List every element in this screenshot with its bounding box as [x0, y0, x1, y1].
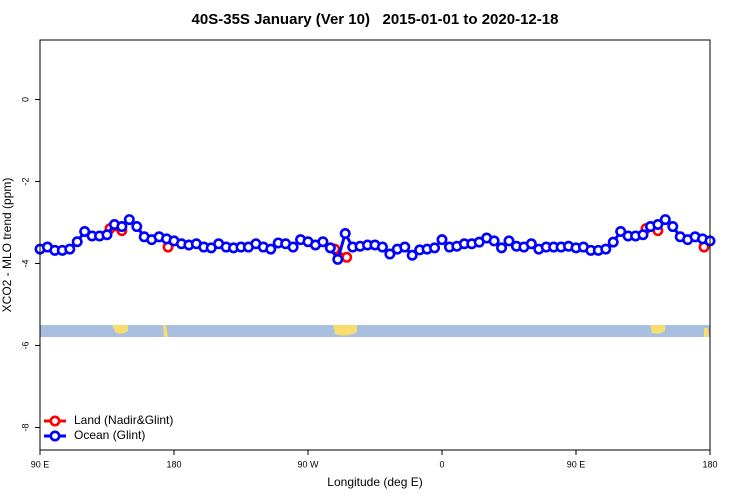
point — [131, 221, 143, 233]
point — [503, 235, 515, 247]
y-axis-label: XCO2 - MLO trend (ppm) — [0, 178, 14, 313]
point — [652, 219, 664, 231]
y-tick-label: -2 — [20, 177, 30, 185]
point — [399, 241, 411, 253]
point — [101, 229, 113, 241]
legend-marker — [49, 415, 61, 427]
y-tick-label: -6 — [20, 341, 30, 349]
point — [287, 241, 299, 253]
plot-frame — [39, 39, 711, 451]
point — [332, 253, 344, 265]
point — [64, 243, 76, 255]
point — [116, 221, 128, 233]
point — [667, 221, 679, 233]
point — [317, 236, 329, 248]
point — [123, 214, 135, 226]
point — [600, 243, 612, 255]
legend-label: Land (Nadir&Glint) — [74, 413, 173, 427]
point — [436, 234, 448, 246]
point — [265, 243, 277, 255]
point — [341, 251, 353, 263]
chart-title: 40S-35S January (Ver 10) 2015-01-01 to 2… — [192, 11, 559, 28]
point — [615, 225, 627, 237]
point — [488, 235, 500, 247]
point — [659, 214, 671, 226]
point — [525, 238, 537, 250]
point — [406, 249, 418, 261]
point — [71, 236, 83, 248]
point — [429, 242, 441, 254]
legend-marker — [49, 430, 61, 442]
point — [637, 229, 649, 241]
x-tick-label: 90 E — [31, 459, 50, 469]
x-tick-label: 180 — [702, 459, 717, 469]
x-tick-label: 180 — [166, 459, 181, 469]
point — [607, 236, 619, 248]
y-tick-label: -8 — [20, 423, 30, 431]
x-axis-label: Longitude (deg E) — [327, 475, 422, 489]
y-tick-label: 0 — [20, 97, 30, 102]
y-tick-label: -4 — [20, 259, 30, 267]
x-tick-label: 0 — [439, 459, 444, 469]
x-tick-label: 90 E — [567, 459, 586, 469]
legend-label: Ocean (Glint) — [74, 428, 145, 442]
point — [376, 241, 388, 253]
point — [79, 225, 91, 237]
point — [384, 248, 396, 260]
x-tick-label: 90 W — [297, 459, 319, 469]
point — [324, 242, 336, 254]
point — [339, 228, 351, 240]
map-strip — [40, 325, 710, 337]
point — [496, 242, 508, 254]
